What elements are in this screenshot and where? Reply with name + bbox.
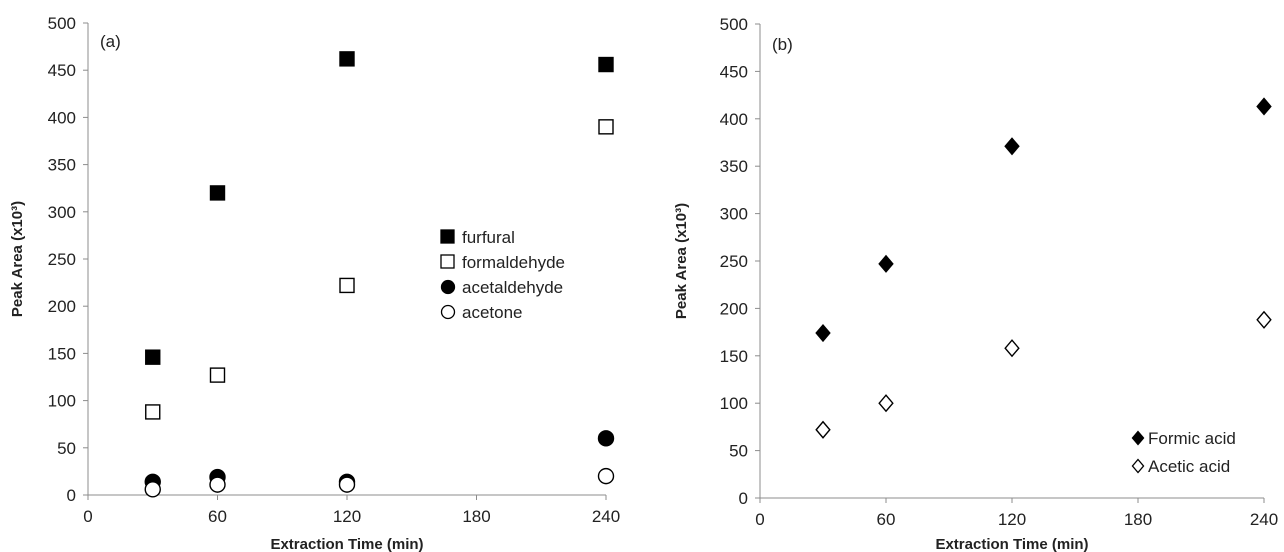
y-tick-label: 100: [48, 392, 76, 411]
legend-marker: [440, 279, 456, 295]
y-tick-label: 400: [720, 110, 748, 129]
y-axis-title: Peak Area (x10³): [9, 201, 26, 317]
y-tick-label: 400: [48, 108, 76, 127]
x-axis-title: Extraction Time (min): [935, 536, 1088, 552]
y-tick-label: 450: [48, 61, 76, 80]
data-point: [597, 430, 615, 447]
x-tick-label: 180: [1124, 510, 1152, 529]
legend-label: Formic acid: [1148, 429, 1236, 448]
y-tick-label: 100: [720, 394, 748, 413]
series-furfural: [145, 51, 614, 365]
y-tick-label: 50: [729, 442, 748, 461]
y-tick-label: 250: [720, 252, 748, 271]
x-tick-label: 180: [462, 507, 490, 526]
legend-marker: [440, 254, 455, 269]
data-point: [338, 476, 356, 493]
data-point: [815, 420, 831, 439]
y-tick-label: 500: [720, 15, 748, 34]
y-tick-label: 150: [720, 347, 748, 366]
data-point: [598, 56, 614, 73]
y-axis-title: Peak Area (x10³): [673, 203, 690, 319]
legend-label: furfural: [462, 228, 515, 247]
y-tick-label: 0: [67, 486, 76, 505]
legend-marker: [440, 304, 456, 320]
scatter-chart-b: 0 50 100 150 200 250 300 350 400 450 500 0 60 120 180 2…: [673, 15, 1278, 552]
series-acetic-acid: [815, 310, 1272, 439]
y-tick-label: 450: [720, 62, 748, 81]
data-point: [878, 254, 894, 273]
legend-label: acetone: [462, 303, 523, 322]
panel-label: (b): [772, 35, 793, 54]
x-tick-label: 240: [1250, 510, 1278, 529]
x-tick-label: 240: [592, 507, 620, 526]
data-point: [339, 51, 355, 67]
legend: Formic acid Acetic acid: [1131, 429, 1236, 476]
x-tick-label: 0: [83, 507, 92, 526]
data-point: [209, 476, 226, 493]
legend-marker: [1131, 430, 1145, 446]
data-point: [1004, 339, 1020, 358]
legend-marker: [1131, 458, 1145, 474]
series-acetone: [144, 467, 615, 498]
data-point: [1256, 97, 1272, 116]
legend-label: formaldehyde: [462, 253, 565, 272]
y-tick-label: 300: [48, 203, 76, 222]
y-tick-label: 200: [720, 299, 748, 318]
data-point: [1004, 137, 1020, 156]
panel-label: (a): [100, 32, 121, 51]
x-axis-title: Extraction Time (min): [270, 536, 423, 552]
chart-panel-b: 0 50 100 150 200 250 300 350 400 450 500 0 60 120 180 2…: [664, 0, 1284, 552]
data-point: [598, 119, 614, 135]
x-tick-label: 120: [998, 510, 1026, 529]
series-formaldehyde: [145, 119, 614, 420]
y-tick-label: 500: [48, 14, 76, 33]
y-tick-label: 350: [48, 156, 76, 175]
data-point: [209, 367, 226, 383]
legend: furfural formaldehyde acetaldehyde acetone: [440, 228, 565, 322]
data-point: [144, 481, 161, 498]
data-point: [145, 349, 161, 365]
data-point: [339, 277, 355, 294]
y-tick-label: 0: [739, 489, 748, 508]
y-tick-label: 150: [48, 344, 76, 363]
legend-label: acetaldehyde: [462, 278, 563, 297]
y-tick-label: 200: [48, 297, 76, 316]
data-point: [209, 185, 226, 201]
data-point: [1256, 310, 1272, 329]
chart-panel-a: 0 50 100 150 200 250 300 350 400 450 500 0 60 120 180 2…: [0, 0, 640, 552]
data-point: [815, 323, 831, 343]
scatter-chart-a: 0 50 100 150 200 250 300 350 400 450 500 0 60 120 180 2…: [9, 14, 620, 552]
x-tick-label: 60: [208, 507, 227, 526]
x-tick-label: 60: [877, 510, 896, 529]
data-point: [597, 467, 615, 485]
legend-marker: [440, 229, 455, 244]
y-tick-label: 300: [720, 205, 748, 224]
data-point: [878, 394, 894, 413]
x-tick-label: 0: [755, 510, 764, 529]
y-tick-label: 350: [720, 157, 748, 176]
data-point: [145, 404, 161, 420]
x-tick-label: 120: [333, 507, 361, 526]
y-tick-label: 250: [48, 250, 76, 269]
legend-label: Acetic acid: [1148, 457, 1230, 476]
series-formic-acid: [815, 97, 1272, 343]
y-tick-label: 50: [57, 439, 76, 458]
